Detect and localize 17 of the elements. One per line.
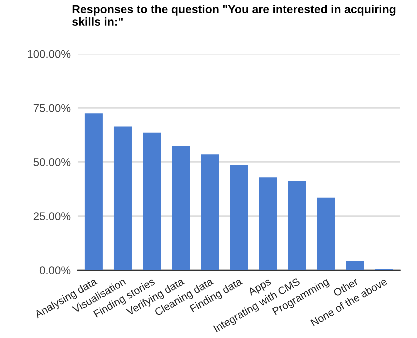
bar bbox=[143, 132, 162, 270]
y-tick-label: 100.00% bbox=[28, 50, 71, 58]
bar bbox=[172, 146, 190, 270]
bar bbox=[114, 126, 132, 270]
bar bbox=[259, 178, 278, 270]
bar bbox=[288, 181, 306, 270]
bar bbox=[201, 154, 220, 270]
y-tick-label: 75.00% bbox=[34, 104, 71, 112]
bar bbox=[346, 261, 364, 270]
chart-title: Responses to the question "You are interested in acquiring skills in:" bbox=[72, 5, 396, 26]
bar bbox=[84, 114, 103, 270]
bar bbox=[317, 198, 336, 270]
bar bbox=[230, 165, 248, 270]
y-tick-label: 25.00% bbox=[34, 212, 71, 220]
y-tick-label: 50.00% bbox=[34, 158, 71, 166]
x-tick-label: Other bbox=[332, 277, 360, 298]
y-tick-label: 0.00% bbox=[40, 266, 71, 275]
